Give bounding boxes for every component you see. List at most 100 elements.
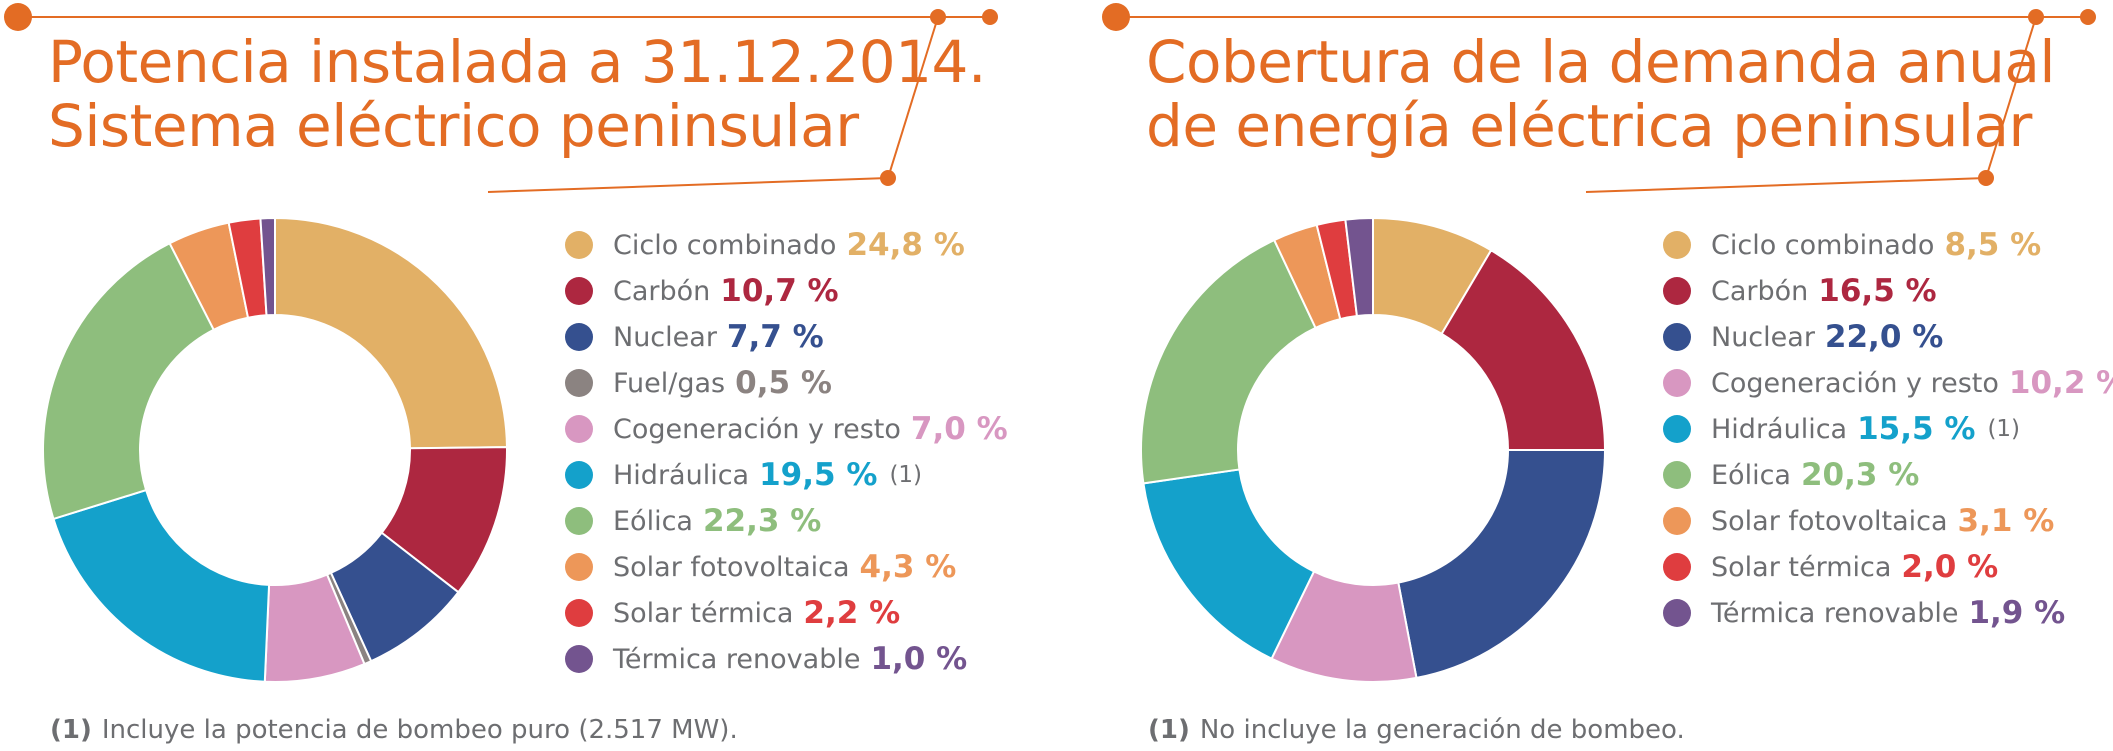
donut-slice-nuclear [1397, 449, 1607, 680]
legend-note: (1) [889, 462, 923, 488]
legend-label: Eólica [613, 505, 693, 537]
legend-swatch [1663, 277, 1691, 305]
legend-value: 3,1 % [1957, 503, 2055, 539]
legend-item-eolica: Eólica 22,3 % [565, 498, 1008, 544]
legend-item-eolica: Eólica 20,3 % [1663, 452, 2113, 498]
legend-value: 19,5 % [759, 457, 878, 493]
legend-value: 1,9 % [1968, 595, 2066, 631]
legend-swatch [1663, 461, 1691, 489]
legend-swatch [565, 369, 593, 397]
legend-label: Ciclo combinado [613, 229, 837, 261]
legend-value: 22,3 % [702, 503, 822, 539]
legend-swatch [565, 461, 593, 489]
legend-swatch [565, 231, 593, 259]
legend-item-termica-renovable: Térmica renovable 1,9 % [1663, 590, 2113, 636]
legend-item-solar-termica: Solar térmica 2,0 % [1663, 544, 2113, 590]
legend-value: 15,5 % [1857, 411, 1976, 447]
legend-label: Ciclo combinado [1711, 229, 1935, 261]
donut-slice-termica-renovable [1344, 216, 1374, 318]
legend-value: 1,0 % [870, 641, 968, 677]
donut-slice-ciclo-combinado [274, 216, 508, 450]
panel-installed-power: Potencia instalada a 31.12.2014. Sistema… [0, 0, 1056, 751]
legend-item-solar-fotovoltaica: Solar fotovoltaica 3,1 % [1663, 498, 2113, 544]
legend-value: 10,2 % [2008, 365, 2113, 401]
chart-legend: Ciclo combinado 24,8 % Carbón 10,7 % Nuclear… [565, 222, 1008, 682]
legend-item-carbon: Carbón 16,5 % [1663, 268, 2113, 314]
legend-label: Solar fotovoltaica [613, 551, 850, 583]
legend-item-solar-fotovoltaica: Solar fotovoltaica 4,3 % [565, 544, 1008, 590]
legend-swatch [1663, 599, 1691, 627]
legend-label: Nuclear [1711, 321, 1815, 353]
title-frame-decoration [1102, 3, 2096, 193]
legend-item-nuclear: Nuclear 22,0 % [1663, 314, 2113, 360]
legend-value: 10,7 % [720, 273, 839, 309]
legend-value: 2,2 % [803, 595, 901, 631]
legend-value: 8,5 % [1944, 227, 2042, 263]
legend-label: Térmica renovable [1711, 597, 1959, 629]
legend-swatch [1663, 323, 1691, 351]
legend-label: Solar térmica [613, 597, 794, 629]
legend-swatch [1663, 415, 1691, 443]
legend-item-hidraulica: Hidráulica 15,5 % (1) [1663, 406, 2113, 452]
legend-swatch [565, 323, 593, 351]
legend-value: 16,5 % [1818, 273, 1937, 309]
legend-value: 2,0 % [1901, 549, 1999, 585]
legend-value: 0,5 % [735, 365, 832, 401]
chart-legend: Ciclo combinado 8,5 % Carbón 16,5 % Nuclear 2… [1663, 222, 2113, 636]
legend-label: Carbón [1711, 275, 1809, 307]
legend-label: Nuclear [613, 321, 717, 353]
legend-swatch [565, 507, 593, 535]
legend-item-ciclo-combinado: Ciclo combinado 8,5 % [1663, 222, 2113, 268]
footnote-text: No incluye la generación de bombeo. [1199, 715, 1685, 745]
legend-label: Cogeneración y resto [613, 413, 901, 445]
donut-chart [1140, 216, 1607, 683]
donut-slice-eolica [1140, 238, 1317, 485]
legend-label: Fuel/gas [613, 367, 726, 399]
legend-label: Solar fotovoltaica [1711, 505, 1948, 537]
legend-swatch [565, 645, 593, 673]
legend-item-ciclo-combinado: Ciclo combinado 24,8 % [565, 222, 1008, 268]
legend-swatch [565, 277, 593, 305]
legend-label: Carbón [613, 275, 711, 307]
legend-swatch [565, 599, 593, 627]
legend-label: Térmica renovable [613, 643, 861, 675]
legend-item-hidraulica: Hidráulica 19,5 % (1) [565, 452, 1008, 498]
legend-label: Hidráulica [1711, 413, 1848, 445]
chart-title-line-2: Sistema eléctrico peninsular [48, 92, 859, 160]
legend-value: 22,0 % [1824, 319, 1944, 355]
donut-chart [42, 216, 508, 683]
legend-swatch [1663, 231, 1691, 259]
footnote: (1) Incluye la potencia de bombeo puro (2… [50, 715, 738, 745]
legend-value: 7,7 % [726, 319, 824, 355]
legend-swatch [1663, 507, 1691, 535]
legend-item-cogeneracion-y-resto: Cogeneración y resto 10,2 % [1663, 360, 2113, 406]
chart-title: Potencia instalada a 31.12.2014. Sistema… [48, 30, 986, 158]
donut-slice-hidraulica [52, 488, 271, 683]
footnote-marker: (1) [1148, 715, 1190, 745]
legend-item-termica-renovable: Térmica renovable 1,0 % [565, 636, 1008, 682]
donut-slice-eolica [42, 241, 216, 521]
legend-value: 20,3 % [1800, 457, 1920, 493]
title-frame-decoration [4, 3, 998, 193]
footnote-text: Incluye la potencia de bombeo puro (2.51… [101, 715, 738, 745]
chart-title: Cobertura de la demanda anual de energía… [1146, 30, 2056, 160]
legend-item-carbon: Carbón 10,7 % [565, 268, 1008, 314]
legend-item-cogeneracion-y-resto: Cogeneración y resto 7,0 % [565, 406, 1008, 452]
legend-note: (1) [1987, 416, 2021, 442]
panel-demand-coverage: Cobertura de la demanda anual de energía… [1098, 0, 2113, 751]
legend-item-solar-termica: Solar térmica 2,2 % [565, 590, 1008, 636]
legend-swatch [565, 415, 593, 443]
legend-value: 24,8 % [846, 227, 965, 263]
legend-swatch [1663, 553, 1691, 581]
legend-label: Solar térmica [1711, 551, 1892, 583]
legend-item-fuel-gas: Fuel/gas 0,5 % [565, 360, 1008, 406]
legend-swatch [565, 553, 593, 581]
legend-item-nuclear: Nuclear 7,7 % [565, 314, 1008, 360]
chart-title-line-2: de energía eléctrica peninsular [1146, 92, 2032, 160]
legend-label: Eólica [1711, 459, 1791, 491]
chart-title-line-1: Potencia instalada a 31.12.2014. [48, 28, 986, 96]
donut-slice-termica-renovable [259, 216, 276, 317]
legend-swatch [1663, 369, 1691, 397]
legend-value: 4,3 % [859, 549, 957, 585]
legend-value: 7,0 % [910, 411, 1008, 447]
